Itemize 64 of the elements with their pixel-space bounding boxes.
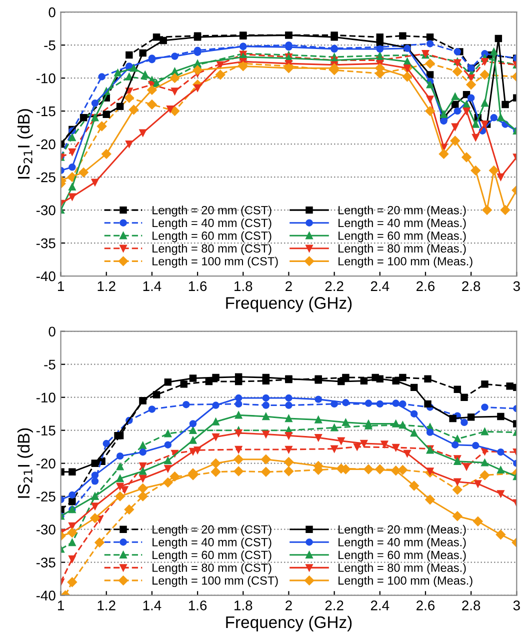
x-tick-label: 1.2 bbox=[98, 281, 116, 291]
y-tick-label: -25 bbox=[36, 172, 56, 182]
legend-label: Length = 60 mm (Meas.) bbox=[338, 231, 466, 242]
y-tick-label: -15 bbox=[36, 426, 56, 436]
legend-label: Length = 20 mm (CST) bbox=[152, 524, 272, 536]
x-tick-label: 1.2 bbox=[98, 600, 116, 610]
x-tick-label: 2.2 bbox=[325, 600, 344, 610]
y-tick-label: -30 bbox=[36, 524, 56, 534]
y-tick-label: -5 bbox=[44, 360, 56, 370]
y-tick-label: -35 bbox=[36, 238, 56, 248]
x-tick-label: 3 bbox=[513, 600, 520, 610]
x-tick-label: 1 bbox=[58, 281, 64, 291]
y-tick-label: -40 bbox=[36, 271, 56, 282]
y-tick-label: -20 bbox=[36, 139, 56, 150]
y-tick-label: -35 bbox=[36, 558, 56, 568]
legend-label: Length = 100 mm (CST) bbox=[152, 256, 278, 268]
legend-label: Length = 40 mm (Meas.) bbox=[338, 218, 466, 230]
y-axis-title: IS$_{21}$I (dB) bbox=[17, 428, 33, 498]
x-tick-label: 1.8 bbox=[234, 600, 252, 610]
y-tick-label: 0 bbox=[48, 7, 56, 18]
legend-label: Length = 60 mm (CST) bbox=[152, 550, 272, 562]
x-tick-label: 2.6 bbox=[416, 281, 435, 292]
x-axis-title: Frequency (GHz) bbox=[226, 616, 352, 632]
x-tick-label: 2 bbox=[286, 281, 292, 291]
legend-label: Length = 40 mm (CST) bbox=[152, 218, 272, 230]
y-axis-title: IS$_{21}$I (dB) bbox=[17, 109, 33, 179]
legend-label: Length = 80 mm (Meas.) bbox=[338, 563, 466, 574]
y-tick-label: -10 bbox=[36, 392, 56, 403]
y-tick-label: 0 bbox=[48, 326, 56, 337]
legend-label: Length = 20 mm (CST) bbox=[152, 206, 272, 217]
y-tick-label: -10 bbox=[36, 73, 56, 84]
y-tick-label: -20 bbox=[36, 458, 56, 468]
x-tick-label: 1.6 bbox=[188, 281, 207, 292]
legend-label: Length = 100 mm (CST) bbox=[152, 576, 278, 588]
legend-label: Length = 100 mm (Meas.) bbox=[338, 576, 472, 588]
x-tick-label: 2.4 bbox=[370, 600, 390, 610]
legend-label: Length = 100 mm (Meas.) bbox=[338, 256, 472, 268]
x-tick-label: 1.4 bbox=[143, 281, 162, 291]
y-tick-label: -40 bbox=[36, 590, 56, 600]
x-tick-label: 1.4 bbox=[143, 600, 162, 610]
x-axis-title: Frequency (GHz) bbox=[226, 296, 352, 312]
legend-label: Length = 60 mm (CST) bbox=[152, 231, 272, 242]
x-tick-label: 2 bbox=[286, 600, 292, 610]
y-tick-label: -5 bbox=[44, 40, 56, 50]
x-tick-label: 1.6 bbox=[188, 600, 207, 610]
x-tick-label: 1.8 bbox=[234, 281, 252, 292]
x-tick-label: 2.4 bbox=[370, 281, 390, 291]
legend-label: Length = 20 mm (Meas.) bbox=[338, 524, 466, 536]
legend-label: Length = 80 mm (Meas.) bbox=[338, 244, 466, 255]
x-tick-label: 2.8 bbox=[462, 281, 480, 292]
y-tick-label: -25 bbox=[36, 492, 56, 502]
x-tick-label: 1 bbox=[58, 600, 64, 610]
x-tick-label: 2.6 bbox=[416, 600, 435, 610]
x-tick-label: 3 bbox=[513, 281, 520, 292]
y-tick-label: -15 bbox=[36, 106, 56, 116]
legend-label: Length = 20 mm (Meas.) bbox=[338, 206, 466, 217]
legend-label: Length = 80 mm (CST) bbox=[152, 563, 272, 574]
legend-label: Length = 40 mm (CST) bbox=[152, 538, 272, 549]
x-tick-label: 2.8 bbox=[462, 600, 480, 610]
legend-label: Length = 80 mm (CST) bbox=[152, 244, 272, 255]
legend-label: Length = 60 mm (Meas.) bbox=[338, 550, 466, 562]
y-tick-label: -30 bbox=[36, 205, 56, 216]
x-tick-label: 2.2 bbox=[325, 281, 344, 291]
legend-label: Length = 40 mm (Meas.) bbox=[338, 538, 466, 549]
